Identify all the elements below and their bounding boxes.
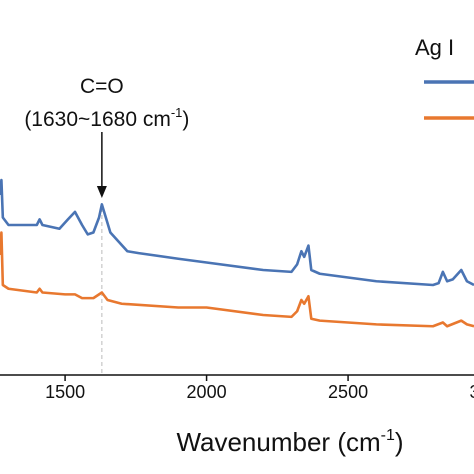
legend-title: Ag I xyxy=(415,35,454,60)
spectrum-line xyxy=(0,231,474,328)
annotation-detail-end: ) xyxy=(182,108,189,131)
x-tick-label: 2500 xyxy=(328,382,368,402)
annotation-arrowhead xyxy=(96,186,107,198)
x-axis-label-sup: -1 xyxy=(381,427,395,444)
x-axis-label-end: ) xyxy=(395,427,404,457)
x-axis-label: Wavenumber (cm-1) xyxy=(176,427,403,457)
annotation-detail: (1630~1680 cm-1) xyxy=(24,105,189,131)
annotation-detail-text: (1630~1680 cm xyxy=(24,108,171,131)
x-tick-label: 1500 xyxy=(45,382,85,402)
annotation-detail-sup: -1 xyxy=(171,105,183,120)
x-tick-label: 3000 xyxy=(470,382,474,402)
x-axis-label-text: Wavenumber (cm xyxy=(176,427,380,457)
x-tick-label: 2000 xyxy=(187,382,227,402)
spectrum-line xyxy=(0,178,474,287)
annotation-text: C=O xyxy=(80,75,124,98)
